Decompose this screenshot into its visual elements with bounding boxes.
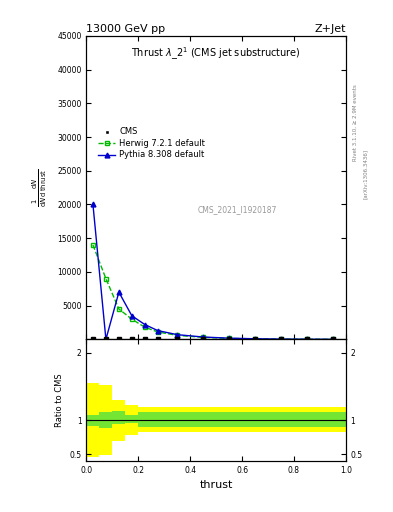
Herwig 7.2.1 default bbox=[253, 336, 257, 342]
Herwig 7.2.1 default bbox=[279, 336, 283, 342]
CMS bbox=[129, 336, 134, 343]
CMS bbox=[142, 336, 147, 343]
Pythia 8.308 default bbox=[279, 336, 283, 342]
Text: CMS_2021_I1920187: CMS_2021_I1920187 bbox=[197, 205, 277, 214]
Herwig 7.2.1 default bbox=[129, 316, 134, 322]
Text: 13000 GeV pp: 13000 GeV pp bbox=[86, 24, 165, 34]
Herwig 7.2.1 default bbox=[116, 306, 121, 312]
CMS bbox=[279, 336, 283, 343]
Pythia 8.308 default bbox=[129, 313, 134, 319]
Text: Rivet 3.1.10, ≥ 2.9M events: Rivet 3.1.10, ≥ 2.9M events bbox=[353, 84, 358, 161]
Herwig 7.2.1 default bbox=[331, 336, 335, 343]
X-axis label: thrust: thrust bbox=[200, 480, 233, 490]
Text: $\frac{1}{\mathrm{d}N}\frac{\mathrm{d}N}{\mathrm{d}\,\mathrm{thrust}}$: $\frac{1}{\mathrm{d}N}\frac{\mathrm{d}N}… bbox=[31, 168, 49, 207]
Line: CMS: CMS bbox=[90, 337, 335, 342]
Herwig 7.2.1 default bbox=[156, 329, 160, 335]
Pythia 8.308 default bbox=[142, 322, 147, 328]
Text: Thrust $\lambda\_2^1$ (CMS jet substructure): Thrust $\lambda\_2^1$ (CMS jet substruct… bbox=[131, 45, 301, 61]
Herwig 7.2.1 default bbox=[201, 334, 206, 340]
Pythia 8.308 default bbox=[116, 289, 121, 295]
CMS bbox=[201, 336, 206, 343]
Pythia 8.308 default bbox=[305, 336, 309, 343]
Herwig 7.2.1 default bbox=[90, 242, 95, 248]
Herwig 7.2.1 default bbox=[142, 324, 147, 330]
Pythia 8.308 default bbox=[156, 328, 160, 334]
Herwig 7.2.1 default bbox=[227, 335, 231, 342]
Legend: CMS, Herwig 7.2.1 default, Pythia 8.308 default: CMS, Herwig 7.2.1 default, Pythia 8.308 … bbox=[96, 125, 208, 162]
Herwig 7.2.1 default bbox=[104, 275, 108, 282]
Pythia 8.308 default bbox=[90, 201, 95, 207]
CMS bbox=[175, 336, 180, 343]
Pythia 8.308 default bbox=[201, 334, 206, 340]
CMS bbox=[116, 336, 121, 343]
Text: [arXiv:1306.3436]: [arXiv:1306.3436] bbox=[363, 149, 368, 199]
Text: Z+Jet: Z+Jet bbox=[314, 24, 346, 34]
Pythia 8.308 default bbox=[253, 336, 257, 342]
CMS bbox=[331, 336, 335, 343]
Pythia 8.308 default bbox=[227, 335, 231, 341]
CMS bbox=[253, 336, 257, 343]
Line: Pythia 8.308 default: Pythia 8.308 default bbox=[90, 202, 335, 342]
CMS bbox=[227, 336, 231, 343]
CMS bbox=[305, 336, 309, 343]
CMS bbox=[156, 336, 160, 343]
Herwig 7.2.1 default bbox=[175, 332, 180, 338]
Pythia 8.308 default bbox=[331, 336, 335, 343]
CMS bbox=[104, 336, 108, 343]
Pythia 8.308 default bbox=[175, 332, 180, 338]
Pythia 8.308 default bbox=[104, 336, 108, 343]
CMS bbox=[90, 336, 95, 343]
Y-axis label: Ratio to CMS: Ratio to CMS bbox=[55, 373, 64, 427]
Herwig 7.2.1 default bbox=[305, 336, 309, 343]
Line: Herwig 7.2.1 default: Herwig 7.2.1 default bbox=[90, 243, 335, 342]
